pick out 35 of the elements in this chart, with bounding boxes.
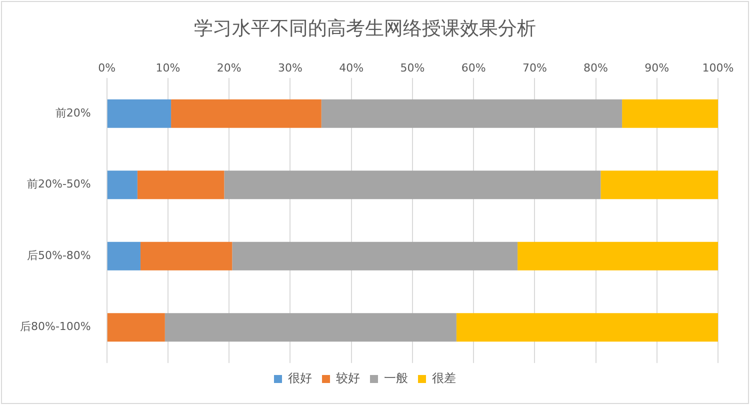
bar xyxy=(321,99,622,128)
x-tick-label: 30% xyxy=(278,61,302,74)
legend-label: 很好 xyxy=(288,371,312,386)
bar xyxy=(107,170,138,200)
y-tick-label: 后50%-80% xyxy=(26,248,91,262)
bar xyxy=(140,242,232,270)
bar xyxy=(107,313,165,342)
y-tick-label: 前20%-50% xyxy=(26,178,91,191)
y-tick-label: 后80%-100% xyxy=(20,320,91,334)
x-tick-label: 0% xyxy=(98,61,116,74)
bar xyxy=(171,99,322,128)
bar xyxy=(107,242,140,270)
chart-title: 学习水平不同的高考生网络授课效果分析 xyxy=(194,17,536,40)
bar xyxy=(456,313,718,342)
bar xyxy=(164,313,456,342)
y-tick-label: 前20% xyxy=(55,106,91,120)
x-tick-label: 50% xyxy=(400,61,425,74)
x-tick-label: 20% xyxy=(216,61,242,74)
bar xyxy=(232,242,518,270)
x-tick-label: 10% xyxy=(156,61,180,74)
x-tick-label: 90% xyxy=(644,61,670,74)
bar xyxy=(137,170,224,200)
x-tick-label: 60% xyxy=(461,61,486,74)
x-tick-label: 80% xyxy=(584,61,608,74)
bar xyxy=(224,170,601,200)
x-tick-label: 100% xyxy=(702,61,734,74)
x-tick-label: 70% xyxy=(522,61,547,74)
legend-label: 一般 xyxy=(384,371,408,386)
bar xyxy=(107,99,172,128)
legend-label: 很差 xyxy=(432,371,456,386)
bar xyxy=(518,242,718,270)
bar xyxy=(622,99,718,128)
legend-label: 较好 xyxy=(336,371,360,386)
x-tick-label: 40% xyxy=(339,61,364,74)
bar xyxy=(600,170,718,200)
